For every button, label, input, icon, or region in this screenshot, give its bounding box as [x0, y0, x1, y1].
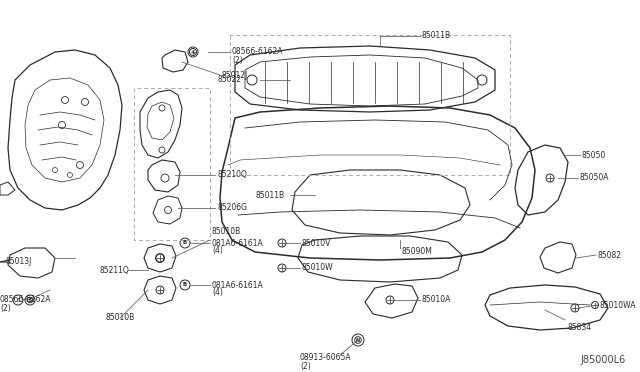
Text: 85206G: 85206G — [217, 203, 247, 212]
Text: 85012J: 85012J — [222, 71, 248, 80]
Text: 85010V: 85010V — [302, 238, 332, 247]
Text: 85211Q: 85211Q — [100, 266, 130, 275]
Text: S: S — [191, 49, 195, 55]
Text: 081A6-6161A: 081A6-6161A — [212, 238, 264, 247]
Text: 85010B: 85010B — [212, 228, 241, 237]
Text: 85022: 85022 — [218, 76, 242, 84]
Text: (2): (2) — [300, 362, 311, 371]
Text: 85010B: 85010B — [105, 314, 134, 323]
Text: 85050A: 85050A — [580, 173, 609, 183]
Text: 85210Q: 85210Q — [217, 170, 247, 180]
Text: 08566-6162A: 08566-6162A — [232, 48, 284, 57]
Text: B: B — [183, 241, 187, 246]
Text: 85090M: 85090M — [402, 247, 433, 257]
Text: 08913-6065A: 08913-6065A — [300, 353, 351, 362]
Text: 85011B: 85011B — [422, 32, 451, 41]
Text: 85013J: 85013J — [5, 257, 31, 266]
Text: S: S — [28, 298, 32, 302]
Text: 85010A: 85010A — [422, 295, 451, 305]
Text: J85000L6: J85000L6 — [580, 355, 625, 365]
Text: 85082: 85082 — [598, 250, 622, 260]
Text: 081A6-6161A: 081A6-6161A — [212, 280, 264, 289]
Text: (2): (2) — [0, 304, 11, 312]
Text: N: N — [356, 337, 360, 343]
Text: (2): (2) — [232, 55, 243, 64]
Text: (4): (4) — [212, 247, 223, 256]
Text: 85010W: 85010W — [302, 263, 333, 273]
Text: 85011B: 85011B — [255, 190, 284, 199]
Text: B: B — [183, 282, 187, 288]
Text: 85050: 85050 — [582, 151, 606, 160]
Text: 85834: 85834 — [567, 324, 591, 333]
Text: 08566-6162A: 08566-6162A — [0, 295, 51, 305]
Text: 85010WA: 85010WA — [599, 301, 636, 310]
Text: S: S — [16, 298, 20, 302]
Text: (4): (4) — [212, 289, 223, 298]
